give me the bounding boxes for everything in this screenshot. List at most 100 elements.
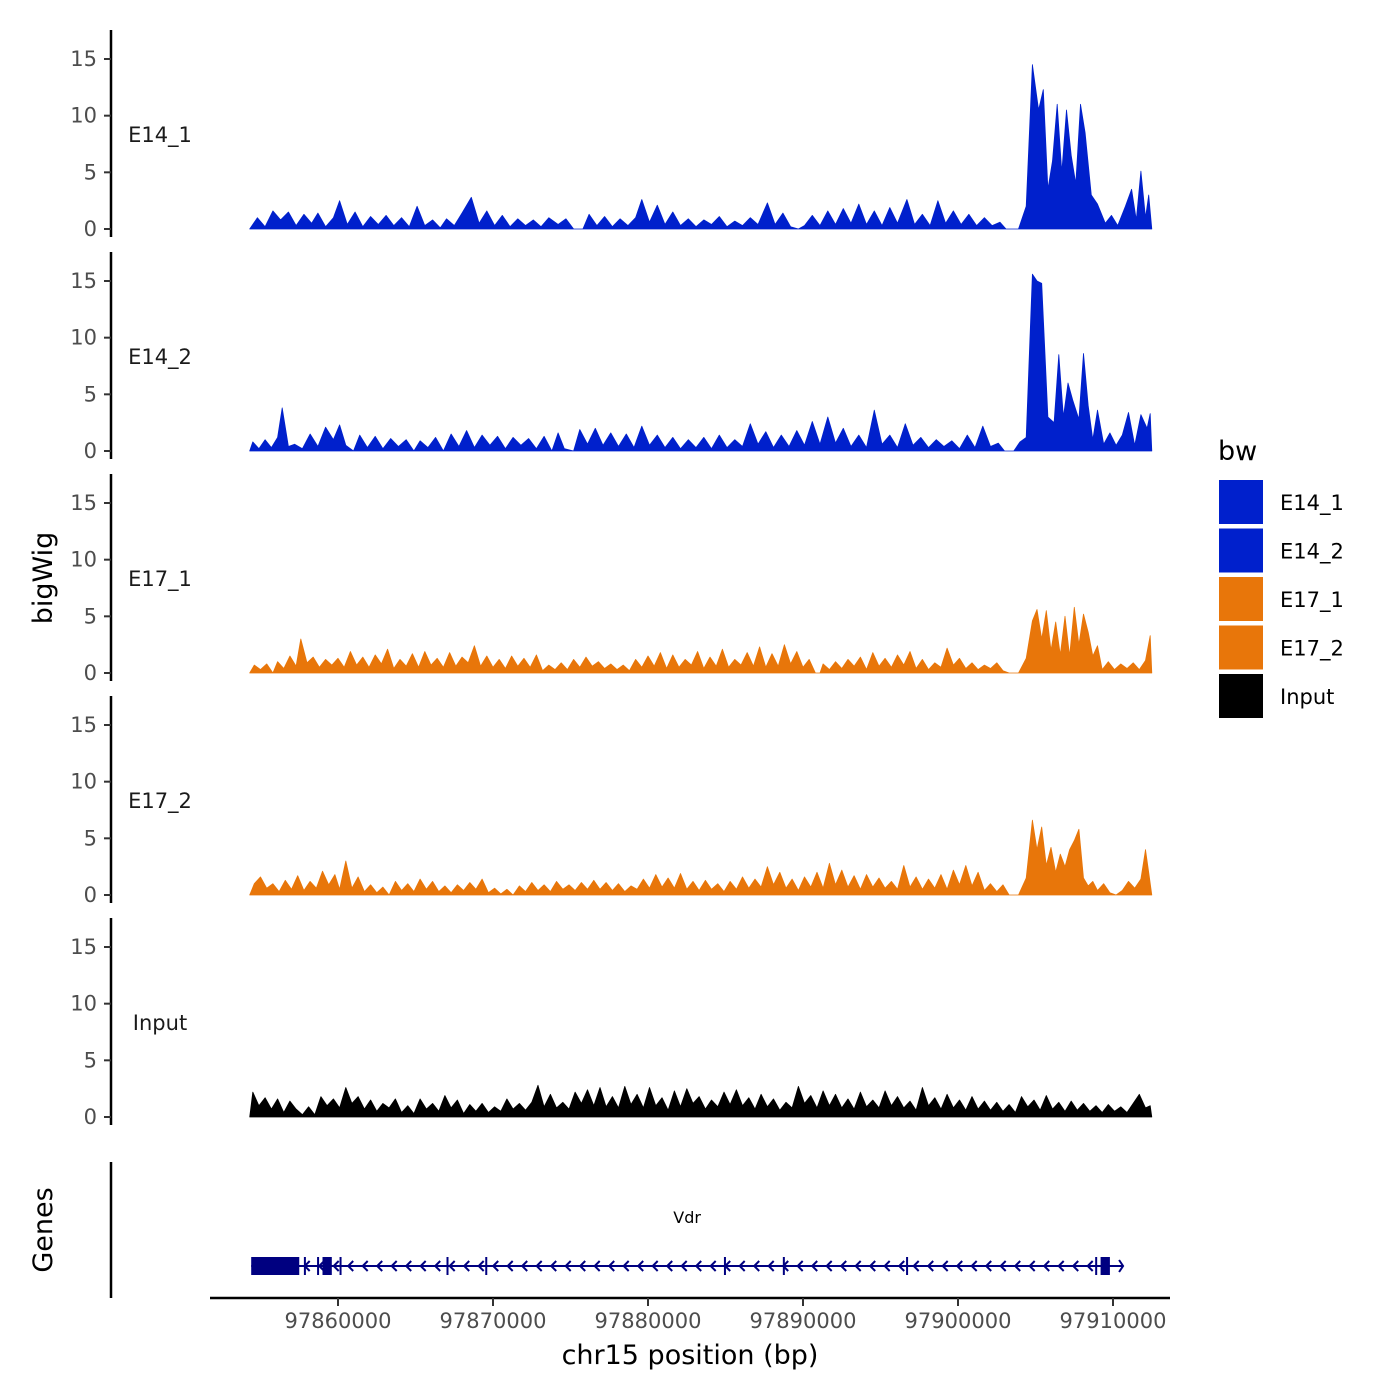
strand-arrow bbox=[738, 1260, 746, 1272]
gene-exon bbox=[303, 1257, 306, 1275]
strand-arrow bbox=[767, 1260, 775, 1272]
y-tick-label: 15 bbox=[70, 491, 97, 515]
strand-arrow bbox=[854, 1260, 862, 1272]
y-axis-title: bigWig bbox=[28, 532, 59, 625]
strand-arrow bbox=[332, 1260, 340, 1272]
strand-arrow bbox=[506, 1260, 514, 1272]
legend-swatch-e14_1 bbox=[1219, 480, 1263, 524]
gene-model bbox=[251, 1257, 1125, 1275]
strand-arrow bbox=[694, 1260, 702, 1272]
y-tick-label: 0 bbox=[84, 439, 97, 463]
genes-panel: Genes Vdr bbox=[28, 1162, 1125, 1298]
strand-arrow bbox=[651, 1260, 659, 1272]
strand-arrow bbox=[549, 1260, 557, 1272]
strand-arrow bbox=[404, 1260, 412, 1272]
track-input: 0 5 10 15 Input bbox=[70, 918, 1153, 1129]
strand-arrow bbox=[941, 1260, 949, 1272]
strand-arrow bbox=[390, 1260, 398, 1272]
strand-arrow bbox=[361, 1260, 369, 1272]
track-label: E14_1 bbox=[128, 123, 192, 148]
strand-arrow bbox=[680, 1260, 688, 1272]
gene-exon bbox=[485, 1257, 488, 1275]
gene-exon bbox=[446, 1257, 449, 1275]
gene-label-vdr: Vdr bbox=[673, 1208, 701, 1227]
gene-exon bbox=[339, 1257, 342, 1275]
strand-arrow bbox=[448, 1260, 456, 1272]
coverage-tracks: 0 5 10 15 E14_1 0 5 10 15 E14_2 0 5 10 15 E17_1 0 5 10 15 E… bbox=[70, 30, 1153, 1129]
coverage-area-e14_2 bbox=[249, 273, 1153, 452]
x-axis: 97860000 97870000 97880000 97890000 97900000… bbox=[210, 1296, 1170, 1333]
strand-arrow bbox=[839, 1260, 847, 1272]
x-tick-label: 97860000 bbox=[285, 1309, 392, 1333]
y-tick-label: 10 bbox=[70, 326, 97, 350]
strand-arrow bbox=[564, 1260, 572, 1272]
y-tick-label: 5 bbox=[84, 160, 97, 184]
strand-arrow bbox=[709, 1260, 717, 1272]
strand-arrow bbox=[912, 1260, 920, 1272]
strand-arrow bbox=[491, 1260, 499, 1272]
x-tick-label: 97890000 bbox=[750, 1309, 857, 1333]
y-tick-label: 10 bbox=[70, 770, 97, 794]
y-tick-label: 5 bbox=[84, 826, 97, 850]
strand-arrow bbox=[984, 1260, 992, 1272]
strand-arrow bbox=[477, 1260, 485, 1272]
coverage-area-e17_1 bbox=[249, 606, 1153, 674]
y-tick-label: 10 bbox=[70, 548, 97, 572]
gene-exon bbox=[251, 1257, 300, 1275]
strand-arrow bbox=[607, 1260, 615, 1272]
strand-arrow bbox=[433, 1260, 441, 1272]
y-tick-label: 5 bbox=[84, 604, 97, 628]
strand-arrow bbox=[999, 1260, 1007, 1272]
track-e14_2: 0 5 10 15 E14_2 bbox=[70, 252, 1153, 463]
strand-arrow bbox=[419, 1260, 427, 1272]
y-tick-label: 0 bbox=[84, 883, 97, 907]
x-tick-label: 97870000 bbox=[440, 1309, 547, 1333]
legend-swatch-e17_1 bbox=[1219, 577, 1263, 621]
legend-swatch-e17_2 bbox=[1219, 625, 1263, 670]
gene-exon bbox=[782, 1257, 785, 1275]
strand-arrow bbox=[897, 1260, 905, 1272]
y-tick-label: 5 bbox=[84, 1048, 97, 1072]
gene-exon bbox=[906, 1257, 909, 1275]
track-e14_1: 0 5 10 15 E14_1 bbox=[70, 30, 1153, 241]
strand-arrow bbox=[1013, 1260, 1021, 1272]
legend-label-input: Input bbox=[1280, 685, 1334, 709]
strand-arrow bbox=[883, 1260, 891, 1272]
track-e17_2: 0 5 10 15 E17_2 bbox=[70, 696, 1153, 907]
strand-arrow bbox=[955, 1260, 963, 1272]
track-label: E17_1 bbox=[128, 567, 192, 592]
strand-arrow bbox=[1071, 1260, 1079, 1272]
track-e17_1: 0 5 10 15 E17_1 bbox=[70, 474, 1153, 685]
y-tick-label: 5 bbox=[84, 382, 97, 406]
legend-title: bw bbox=[1218, 436, 1257, 467]
strand-arrow bbox=[825, 1260, 833, 1272]
y-tick-label: 15 bbox=[70, 713, 97, 737]
genes-axis-title: Genes bbox=[28, 1187, 59, 1272]
strand-arrow bbox=[665, 1260, 673, 1272]
strand-arrow bbox=[578, 1260, 586, 1272]
y-tick-label: 0 bbox=[84, 661, 97, 685]
y-tick-label: 0 bbox=[84, 217, 97, 241]
track-label: E17_2 bbox=[128, 789, 192, 814]
gene-exon bbox=[1100, 1257, 1110, 1275]
y-tick-label: 15 bbox=[70, 269, 97, 293]
track-label: E14_2 bbox=[128, 345, 192, 370]
coverage-area-e14_1 bbox=[249, 64, 1153, 230]
strand-arrow bbox=[868, 1260, 876, 1272]
legend-label-e17_1: E17_1 bbox=[1280, 588, 1344, 613]
legend: bw E14_1 E14_2 E17_1 E17_2 Input bbox=[1218, 436, 1344, 718]
y-tick-label: 15 bbox=[70, 47, 97, 71]
strand-arrow bbox=[752, 1260, 760, 1272]
gene-end-arrow bbox=[1118, 1259, 1125, 1273]
strand-arrow bbox=[346, 1260, 354, 1272]
strand-arrow bbox=[1086, 1260, 1094, 1272]
gene-exon bbox=[317, 1257, 320, 1275]
strand-arrow bbox=[970, 1260, 978, 1272]
y-tick-label: 15 bbox=[70, 935, 97, 959]
strand-arrow bbox=[926, 1260, 934, 1272]
strand-arrow bbox=[810, 1260, 818, 1272]
strand-arrow bbox=[796, 1260, 804, 1272]
gene-exon bbox=[723, 1257, 726, 1275]
gene-exon bbox=[322, 1257, 332, 1275]
strand-arrow bbox=[1028, 1260, 1036, 1272]
